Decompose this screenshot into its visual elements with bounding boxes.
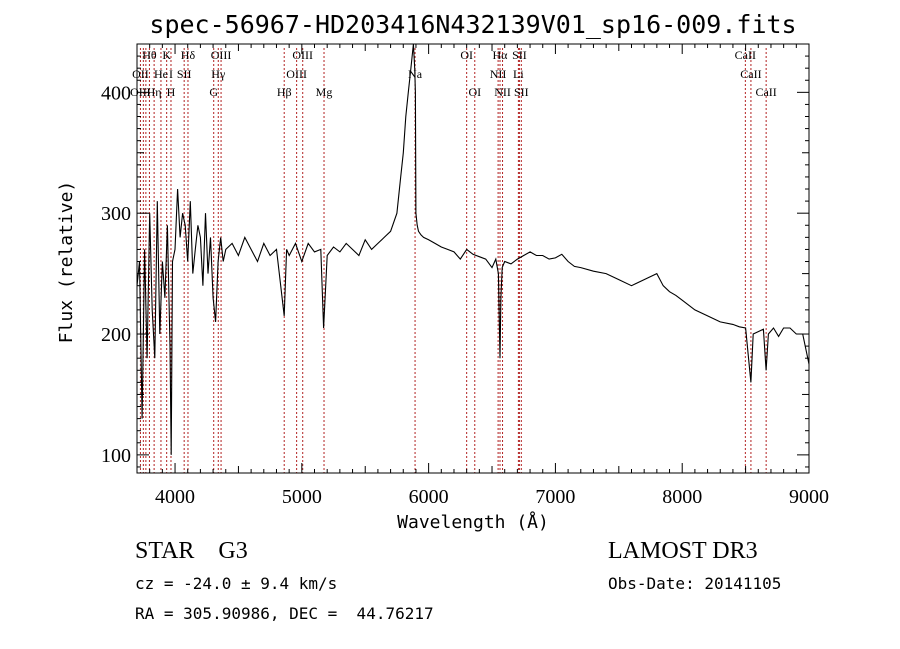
x-tick-label: 9000 [789,486,829,508]
object-class: STAR G3 [135,538,248,564]
chart-title: spec-56967-HD203416N432139V01_sp16-009.f… [149,10,796,39]
y-tick-label: 100 [101,445,131,467]
line-id-label: Li [513,67,524,81]
y-tick-label: 400 [101,82,131,104]
line-id-label: OI [460,48,473,62]
line-id-label: SII [512,48,527,62]
y-tick-label: 300 [101,203,131,225]
line-id-label: NII [494,85,511,99]
line-id-label: Hθ [142,48,157,62]
line-id-label: Hδ [181,48,196,62]
line-id-label: SII [514,85,529,99]
line-id-label: NII [490,67,507,81]
x-tick-label: 8000 [662,486,702,508]
line-id-label: OIII [286,67,307,81]
line-id-label: CaII [740,67,761,81]
y-axis-label: Flux (relative) [56,181,77,344]
y-axis: 100 200 300 400 [101,43,809,468]
line-id-label: G [209,85,218,99]
line-id-label: He [154,67,168,81]
observation-date: Obs-Date: 20141105 [608,574,782,593]
line-id-label: Hα [493,48,509,62]
line-id-label: OI [468,85,481,99]
survey-name: LAMOST DR3 [608,538,758,564]
line-id-label: Hη [147,85,162,99]
x-axis: 4000 5000 6000 7000 8000 9000 [136,44,829,508]
line-id-label: OIII [292,48,313,62]
redshift-value: cz = -24.0 ± 9.4 km/s [135,574,338,593]
x-tick-label: 6000 [409,486,449,508]
line-id-label: Hγ [211,67,226,81]
line-marker-group [139,48,767,473]
plot-frame [136,43,810,474]
x-tick-label: 7000 [535,486,575,508]
line-id-label: H [167,85,176,99]
line-id-label: OII [132,67,149,81]
line-id-label: CaII [755,85,776,99]
line-id-label: SII [177,67,192,81]
line-id-label: I [169,67,173,81]
line-id-label: K [162,48,171,62]
x-tick-label: 4000 [155,486,195,508]
spectrum-series-line [136,43,810,455]
line-id-label: CaII [735,48,756,62]
coordinates: RA = 305.90986, DEC = 44.76217 [135,604,434,623]
line-id-label: Mg [316,85,333,99]
y-tick-label: 200 [101,324,131,346]
x-axis-label: Wavelength (Å) [397,511,549,533]
line-id-label: Hβ [277,85,292,99]
line-id-label: OIII [211,48,232,62]
x-tick-label: 5000 [282,486,322,508]
